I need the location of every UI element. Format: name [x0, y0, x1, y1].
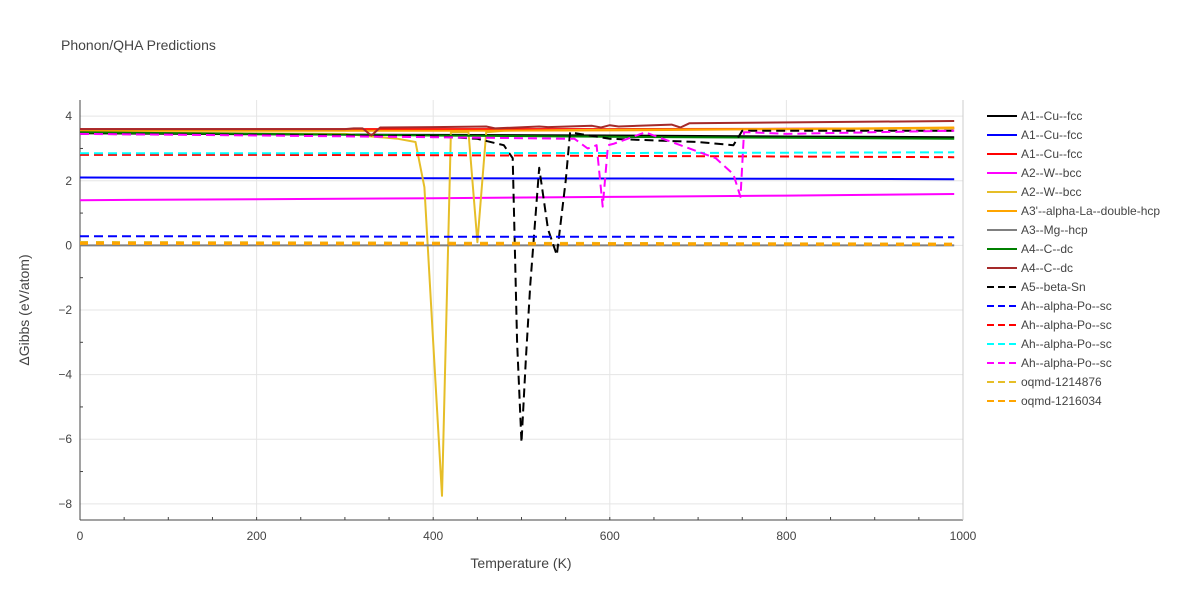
legend-label: A4--C--dc — [1021, 261, 1073, 275]
legend-label: Ah--alpha-Po--sc — [1021, 299, 1112, 313]
tick-labels: 0 200 400 600 800 1000 −8 −6 −4 −2 0 2 4 — [58, 109, 976, 543]
series-line-5 — [80, 126, 955, 132]
x-tick-label: 800 — [776, 529, 796, 543]
legend-label: A1--Cu--fcc — [1021, 128, 1082, 142]
y-tick-label: −2 — [58, 303, 72, 317]
series-line-9 — [79, 129, 955, 444]
series-line-11 — [80, 153, 955, 159]
legend-label: Ah--alpha-Po--sc — [1021, 337, 1112, 351]
x-axis-label: Temperature (K) — [470, 555, 571, 571]
legend-label: A1--Cu--fcc — [1021, 109, 1082, 123]
legend-label: A5--beta-Sn — [1021, 280, 1086, 294]
series-line-12 — [80, 151, 955, 155]
y-tick-label: 4 — [65, 109, 72, 123]
series-line-10 — [80, 235, 955, 239]
grid — [80, 100, 963, 520]
series-line-3 — [79, 193, 955, 202]
legend-label: A4--C--dc — [1021, 242, 1073, 256]
series-layer — [79, 120, 955, 497]
y-tick-label: −6 — [58, 432, 72, 446]
y-tick-label: −8 — [58, 497, 72, 511]
x-tick-label: 600 — [600, 529, 620, 543]
series-line-1 — [79, 176, 955, 181]
x-tick-label: 200 — [247, 529, 267, 543]
series-line-7 — [79, 131, 955, 140]
y-axis-label: ΔGibbs (eV/atom) — [16, 254, 32, 365]
legend-label: A1--Cu--fcc — [1021, 147, 1082, 161]
legend-label: A3--Mg--hcp — [1021, 223, 1088, 237]
legend-label: A3'--alpha-La--double-hcp — [1021, 204, 1160, 218]
y-tick-label: −4 — [58, 368, 72, 382]
series-line-13 — [79, 129, 955, 208]
x-tick-label: 0 — [77, 529, 84, 543]
legend-label: oqmd-1214876 — [1021, 375, 1102, 389]
legend-label: oqmd-1216034 — [1021, 394, 1102, 408]
legend-label: A2--W--bcc — [1021, 185, 1081, 199]
legend: A1--Cu--fcc A1--Cu--fcc A1--Cu--fcc A2--W--… — [987, 109, 1160, 408]
chart-title: Phonon/QHA Predictions — [61, 37, 216, 53]
x-tick-label: 1000 — [950, 529, 977, 543]
axes — [79, 100, 964, 521]
legend-label: A2--W--bcc — [1021, 166, 1081, 180]
y-tick-label: 2 — [65, 174, 72, 188]
x-tick-label: 400 — [423, 529, 443, 543]
legend-label: Ah--alpha-Po--sc — [1021, 318, 1112, 332]
legend-label: Ah--alpha-Po--sc — [1021, 356, 1112, 370]
y-tick-label: 0 — [65, 238, 72, 252]
series-line-15 — [79, 241, 955, 246]
series-line-8 — [80, 120, 955, 137]
